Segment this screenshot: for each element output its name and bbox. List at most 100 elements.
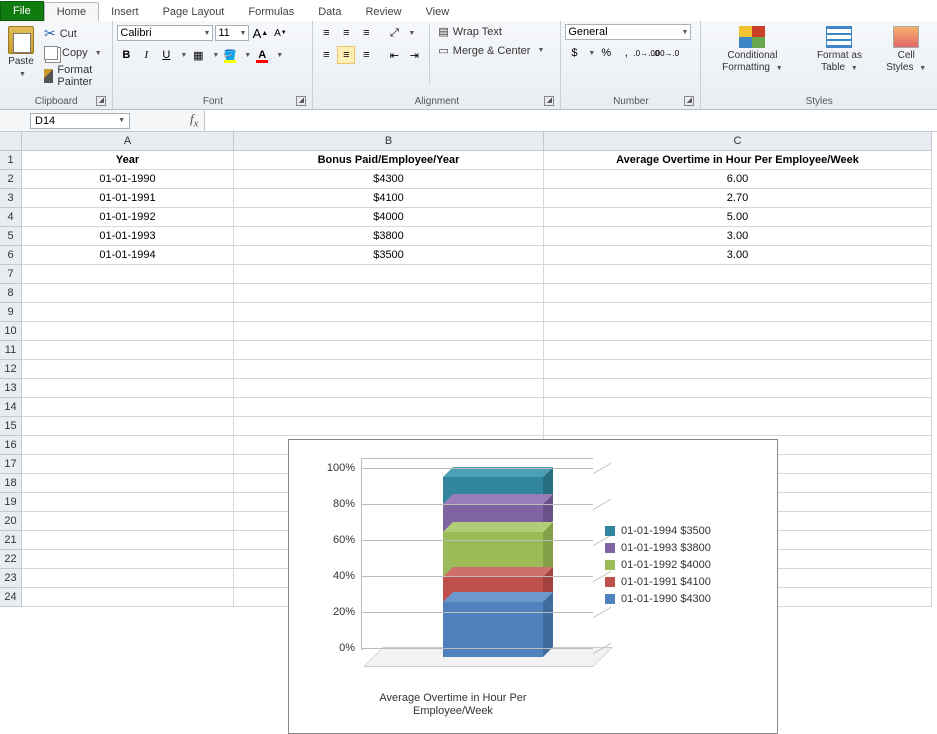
cell-B3[interactable]: $4100 [234,189,544,208]
row-header[interactable]: 15 [0,417,22,436]
cell-empty[interactable] [544,379,932,398]
italic-button[interactable]: I [137,46,155,64]
row-header[interactable]: 21 [0,531,22,550]
alignment-launcher[interactable]: ◢ [544,96,554,106]
cell-empty[interactable] [544,341,932,360]
cell-C6[interactable]: 3.00 [544,246,932,265]
decrease-indent-button[interactable]: ⇤ [385,46,403,64]
row-header[interactable]: 5 [0,227,22,246]
align-left-button[interactable]: ≡ [317,46,335,64]
cell-C4[interactable]: 5.00 [544,208,932,227]
clipboard-launcher[interactable]: ◢ [96,96,106,106]
cell-A3[interactable]: 01-01-1991 [22,189,234,208]
orientation-button[interactable]: ⤢ [385,24,403,42]
font-size-select[interactable]: 11▼ [215,25,249,41]
tab-insert[interactable]: Insert [99,3,151,21]
fx-icon[interactable]: fx [190,111,198,130]
decrease-decimal-button[interactable]: .00→.0 [657,44,675,62]
cut-button[interactable]: ✂Cut [42,24,108,43]
cell-empty[interactable] [234,417,544,436]
row-header[interactable]: 24 [0,588,22,607]
cell-B6[interactable]: $3500 [234,246,544,265]
row-header[interactable]: 23 [0,569,22,588]
border-dd[interactable]: ▼ [212,52,219,59]
row-header[interactable]: 2 [0,170,22,189]
decrease-font-button[interactable]: A▼ [271,24,289,42]
font-color-button[interactable]: A [253,46,271,64]
cell-empty[interactable] [234,322,544,341]
cell-empty[interactable] [544,303,932,322]
format-as-table-button[interactable]: Format as Table ▼ [803,24,875,77]
align-right-button[interactable]: ≡ [357,46,375,64]
cell-empty[interactable] [234,265,544,284]
row-header[interactable]: 4 [0,208,22,227]
tab-data[interactable]: Data [306,3,353,21]
row-header[interactable]: 19 [0,493,22,512]
cell-empty[interactable] [544,322,932,341]
cell-empty[interactable] [544,398,932,417]
col-header-A[interactable]: A [22,132,234,151]
row-header[interactable]: 6 [0,246,22,265]
font-family-select[interactable]: Calibri▼ [117,25,213,41]
row-header[interactable]: 11 [0,341,22,360]
cell-empty[interactable] [22,284,234,303]
cell-empty[interactable] [22,303,234,322]
bold-button[interactable]: B [117,46,135,64]
row-header[interactable]: 9 [0,303,22,322]
cell-empty[interactable] [22,455,234,474]
cell-empty[interactable] [22,569,234,588]
cell-empty[interactable] [22,322,234,341]
increase-font-button[interactable]: A▲ [251,24,269,42]
align-middle-button[interactable]: ≡ [337,24,355,42]
formula-input[interactable] [204,110,937,131]
cell-C5[interactable]: 3.00 [544,227,932,246]
orientation-dd[interactable]: ▼ [408,30,415,37]
tab-home[interactable]: Home [44,2,99,21]
cell-empty[interactable] [22,341,234,360]
cell-empty[interactable] [22,379,234,398]
cell-empty[interactable] [22,550,234,569]
cell-C1[interactable]: Average Overtime in Hour Per Employee/We… [544,151,932,170]
cell-A4[interactable]: 01-01-1992 [22,208,234,227]
cell-empty[interactable] [234,284,544,303]
fill-color-button[interactable]: 🪣 [221,46,239,64]
embedded-chart[interactable]: 0%20%40%60%80%100% 01-01-1994 $350001-01… [288,439,778,734]
row-header[interactable]: 22 [0,550,22,569]
cell-empty[interactable] [544,360,932,379]
cell-empty[interactable] [22,436,234,455]
cell-styles-button[interactable]: Cell Styles ▼ [879,24,933,77]
row-header[interactable]: 3 [0,189,22,208]
align-center-button[interactable]: ≡ [337,46,355,64]
cell-empty[interactable] [22,360,234,379]
file-tab[interactable]: File [0,1,44,21]
cell-empty[interactable] [22,398,234,417]
row-header[interactable]: 12 [0,360,22,379]
cell-empty[interactable] [234,360,544,379]
cell-empty[interactable] [22,588,234,607]
cell-B5[interactable]: $3800 [234,227,544,246]
cell-empty[interactable] [544,284,932,303]
number-format-select[interactable]: General▼ [565,24,691,40]
tab-formulas[interactable]: Formulas [236,3,306,21]
tab-review[interactable]: Review [353,3,413,21]
cell-empty[interactable] [544,265,932,284]
cell-empty[interactable] [234,341,544,360]
cell-A2[interactable]: 01-01-1990 [22,170,234,189]
cell-empty[interactable] [22,417,234,436]
row-header[interactable]: 20 [0,512,22,531]
tab-view[interactable]: View [414,3,462,21]
cell-C3[interactable]: 2.70 [544,189,932,208]
accounting-dd[interactable]: ▼ [588,50,595,57]
row-header[interactable]: 16 [0,436,22,455]
cell-B1[interactable]: Bonus Paid/Employee/Year [234,151,544,170]
cell-empty[interactable] [234,303,544,322]
cell-empty[interactable] [22,474,234,493]
fill-dd[interactable]: ▼ [244,52,251,59]
format-painter-button[interactable]: Format Painter [42,63,108,89]
fontcolor-dd[interactable]: ▼ [276,52,283,59]
row-header[interactable]: 8 [0,284,22,303]
col-header-C[interactable]: C [544,132,932,151]
cell-empty[interactable] [544,417,932,436]
conditional-formatting-button[interactable]: Conditional Formatting ▼ [705,24,799,77]
row-header[interactable]: 1 [0,151,22,170]
